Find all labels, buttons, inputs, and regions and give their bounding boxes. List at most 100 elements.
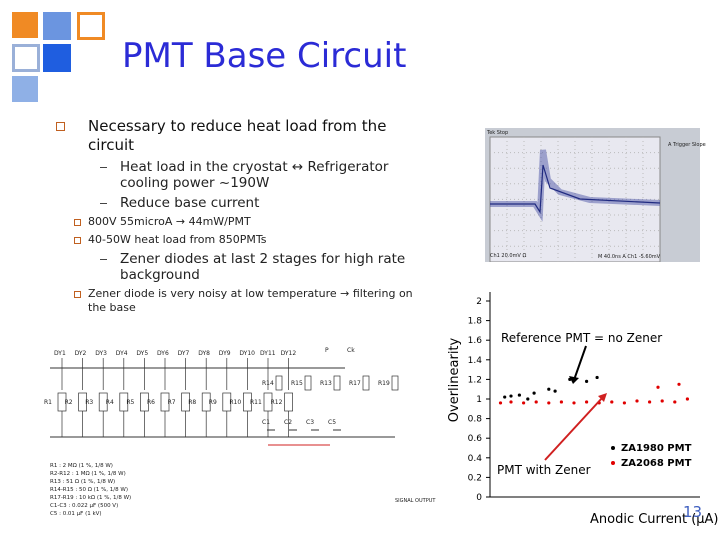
sub-sub-bullet: 800V 55microA → 44mW/PMT <box>74 215 426 229</box>
resistor <box>362 375 370 391</box>
y-tick-label: 0.6 <box>468 434 483 444</box>
resistor-label: R12 <box>271 399 283 406</box>
y-tick-label: 1.8 <box>468 317 483 327</box>
deco <box>43 44 71 72</box>
bullet-text: Necessary to reduce heat load from the c… <box>88 117 387 154</box>
data-point <box>517 393 522 397</box>
dynode-label: DY10 <box>239 350 255 357</box>
scope-label: M 40.0ns A Ch1 -5.60mV <box>598 254 661 260</box>
resistor-label: R5 <box>126 399 134 406</box>
parts-list: R17-R19 : 10 kΩ (1 %, 1/8 W) <box>50 495 131 501</box>
data-point <box>547 387 551 391</box>
data-point <box>610 400 614 404</box>
dynode-label: DY5 <box>136 350 148 357</box>
resistor <box>284 392 293 412</box>
anode-label: Ck <box>347 347 355 354</box>
resistor-label: R17 <box>349 380 361 387</box>
data-point <box>522 401 526 405</box>
resistor-label: R4 <box>106 399 114 406</box>
data-point <box>660 399 664 403</box>
parts-list: R14-R15 : 50 Ω (1 %, 1/8 W) <box>50 487 128 493</box>
scope-label: Ch1 20.0mV Ω <box>490 253 526 259</box>
annotation: Reference PMT = no Zener <box>501 331 662 345</box>
dynode-label: DY1 <box>54 350 66 357</box>
bullet-marker <box>74 237 81 244</box>
resistor <box>275 375 283 391</box>
arrow <box>573 345 587 381</box>
legend-marker <box>611 461 615 465</box>
bullet-list: Necessary to reduce heat load from the c… <box>56 117 426 315</box>
data-point <box>526 397 530 401</box>
dynode-label: DY2 <box>75 350 87 357</box>
bullet-text: Reduce base current <box>120 195 260 211</box>
legend-marker <box>611 446 615 450</box>
scope-label: Tek Stop <box>486 130 508 136</box>
dynode-label: DY9 <box>219 350 231 357</box>
bullet-marker <box>100 259 107 260</box>
capacitor-label: C5 <box>328 419 336 426</box>
resistor-label: R1 <box>44 399 52 406</box>
resistor-label: R13 <box>320 380 332 387</box>
sub-bullet: Heat load in the cryostat ↔ Refrigerator… <box>100 159 426 191</box>
resistor-label: R9 <box>209 399 217 406</box>
resistor <box>391 375 399 391</box>
page-number: 13 <box>683 503 703 521</box>
resistor-label: R11 <box>250 399 262 406</box>
y-tick-label: 0.4 <box>468 454 483 464</box>
dynode-label: DY8 <box>198 350 210 357</box>
deco <box>43 12 71 40</box>
output-label: SIGNAL OUTPUT <box>395 498 436 504</box>
resistor-label: R7 <box>168 399 176 406</box>
sub-bullet: Zener diodes at last 2 stages for high r… <box>100 251 426 283</box>
resistor-label: R6 <box>147 399 155 406</box>
data-point <box>532 391 536 395</box>
arrow-head <box>569 376 579 384</box>
data-point <box>509 400 513 404</box>
annotation: PMT with Zener <box>497 463 591 477</box>
bullet-text: Zener diodes at last 2 stages for high r… <box>120 251 406 283</box>
anode-label: P <box>325 347 329 354</box>
resistor-label: R15 <box>291 380 303 387</box>
y-tick-label: 0.8 <box>468 415 483 425</box>
data-point <box>635 399 639 403</box>
scope-trace <box>490 164 661 214</box>
bullet-text: Zener diode is very noisy at low tempera… <box>88 287 413 314</box>
plot-bg <box>440 262 720 540</box>
y-tick-label: 2 <box>476 297 482 307</box>
y-tick-label: 0.2 <box>468 473 482 483</box>
deco <box>12 76 38 102</box>
bullet-marker <box>74 219 81 226</box>
y-tick-label: 1.4 <box>468 356 483 366</box>
sub-bullet: Reduce base current <box>100 195 426 211</box>
parts-list: C1-C3 : 0.022 μF (500 V) <box>50 503 118 509</box>
resistor-label: R8 <box>188 399 196 406</box>
y-tick-label: 1 <box>476 395 482 405</box>
resistor-label: R14 <box>262 380 274 387</box>
data-point <box>648 400 652 404</box>
data-point <box>547 401 551 405</box>
dynode-label: DY12 <box>281 350 297 357</box>
data-point <box>503 395 507 399</box>
resistor <box>333 375 341 391</box>
data-point <box>677 382 681 386</box>
deco <box>12 44 40 72</box>
legend-label: ZA1980 PMT <box>621 443 692 454</box>
data-point <box>498 401 503 405</box>
dynode-label: DY7 <box>178 350 190 357</box>
sub-sub-bullet: 40-50W heat load from 850PMTs <box>74 233 426 247</box>
data-point <box>572 401 576 405</box>
scope-label: A Trigger Slope <box>668 142 706 148</box>
dynode-label: DY6 <box>157 350 169 357</box>
arrow <box>544 396 604 461</box>
capacitor-label: C3 <box>306 419 314 426</box>
slide-title: PMT Base Circuit <box>122 36 407 76</box>
bullet-marker <box>100 167 107 168</box>
data-point <box>656 385 660 389</box>
data-point <box>622 401 627 405</box>
data-point <box>585 379 589 383</box>
y-tick-label: 1.6 <box>468 336 483 346</box>
resistor-label: R19 <box>378 380 390 387</box>
x-axis-label: Anodic Current (μA) <box>590 512 719 527</box>
dynode-label: DY11 <box>260 350 276 357</box>
data-point <box>559 400 564 404</box>
